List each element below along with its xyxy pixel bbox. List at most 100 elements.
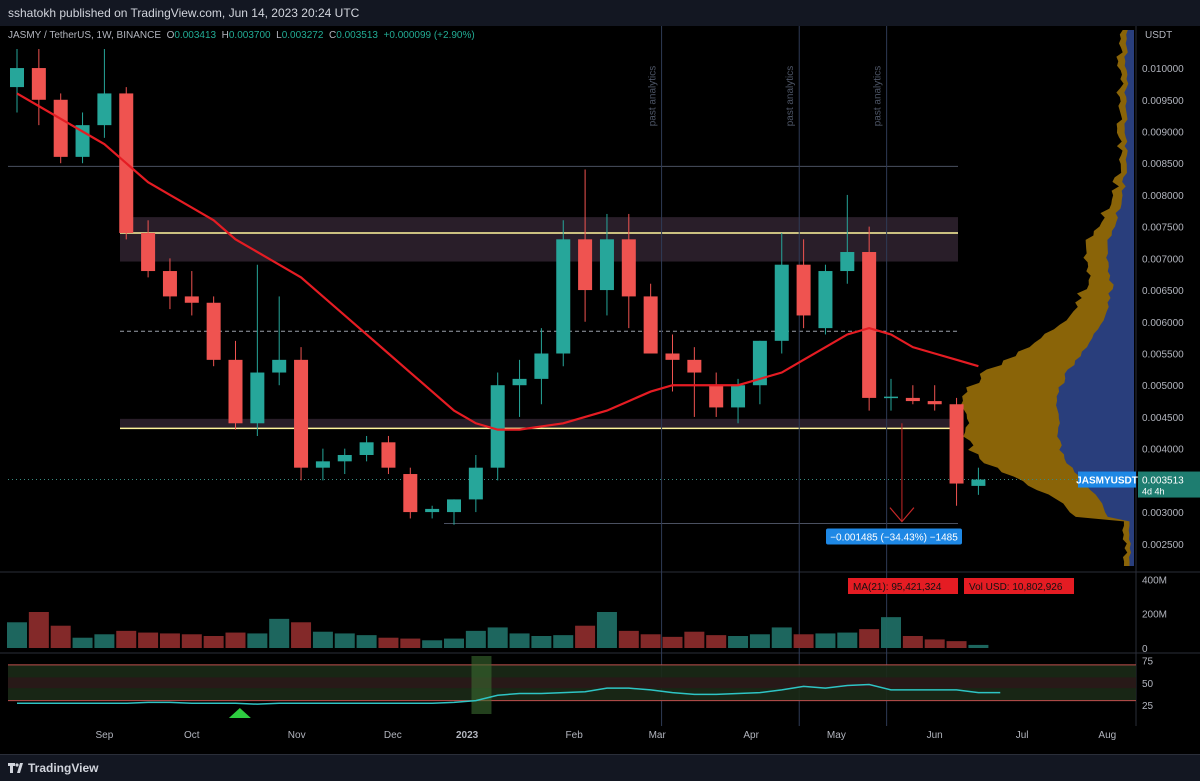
candle-body [775,265,789,341]
brand-name: TradingView [28,761,98,775]
volume-bar [903,636,923,648]
volume-bar [94,634,114,648]
volume-bar [597,612,617,648]
volume-tick-label: 200M [1142,610,1167,621]
volume-bar [728,636,748,648]
candle-body [447,499,461,512]
volume-bar [138,633,158,648]
candle-body [425,509,439,512]
candle-body [950,404,964,483]
price-tick-label: 0.004500 [1142,413,1184,424]
volume-bar [794,634,814,648]
price-tick-label: 0.009000 [1142,127,1184,138]
candle-body [622,239,636,296]
volume-bar [575,626,595,648]
candle-body [141,233,155,271]
volume-bar [641,634,661,648]
high-label: H [222,30,229,41]
rsi-midband [8,677,1136,688]
candle-body [97,93,111,125]
past-analytics-label: past analytics [873,66,884,127]
volume-bar [247,633,267,648]
volume-bar [160,633,180,648]
volume-bar [619,631,639,648]
time-tick-label: Jul [1016,730,1029,741]
time-tick-label: May [827,730,846,741]
candle-body [163,271,177,296]
volume-bar [73,638,93,648]
rsi-tick-label: 75 [1142,656,1154,667]
candle-body [556,239,570,353]
time-tick-label: Dec [384,730,402,741]
rsi-tick-label: 25 [1142,701,1154,712]
price-tick-label: 0.005500 [1142,350,1184,361]
volume-bar [357,635,377,648]
candle-body [906,398,920,401]
price-tick-label: 0.008000 [1142,191,1184,202]
volume-bar [444,639,464,648]
candle-body [687,360,701,373]
candle-body [32,68,46,100]
price-tick-label: 0.002500 [1142,540,1184,551]
publish-header: sshatokh published on TradingView.com, J… [0,0,1200,27]
volume-bar [466,631,486,648]
currency-label: USDT [1145,30,1172,41]
volume-bar [837,633,857,648]
candle-body [207,303,221,360]
volume-bar [881,617,901,648]
volume-bar [859,629,879,648]
volume-bar [291,622,311,648]
candle-body [491,385,505,467]
rsi-tick-label: 50 [1142,679,1154,690]
change-value: +0.000099 (+2.90%) [384,30,475,41]
volume-bar [313,632,333,648]
candle-body [862,252,876,398]
volume-bar [29,612,49,648]
volume-bar [269,619,289,648]
candle-body [600,239,614,290]
volume-bar [378,638,398,648]
time-tick-label: Mar [649,730,667,741]
volume-ma-label: MA(21): 95,421,324 [853,582,942,593]
price-tag-countdown: 4d 4h [1142,487,1165,497]
price-tick-label: 0.009500 [1142,96,1184,107]
publish-text: sshatokh published on TradingView.com, J… [8,6,359,20]
candle-body [10,68,24,87]
volume-bar [663,637,683,648]
resistance-zone [120,217,958,261]
candle-body [884,397,898,399]
candle-body [272,360,286,373]
price-tick-label: 0.003000 [1142,508,1184,519]
time-tick-label: Feb [566,730,584,741]
time-tick-label: Jun [927,730,943,741]
low-value: 0.003272 [282,30,324,41]
volume-tick-label: 400M [1142,575,1167,586]
price-tick-label: 0.006500 [1142,286,1184,297]
price-tick-label: 0.010000 [1142,64,1184,75]
open-value: 0.003413 [174,30,216,41]
volume-bar [706,635,726,648]
candle-body [928,401,942,404]
price-tick-label: 0.004000 [1142,445,1184,456]
price-tick-label: 0.007500 [1142,223,1184,234]
volume-bar [531,636,551,648]
volume-bar [510,633,530,648]
time-tick-label: Aug [1098,730,1116,741]
volume-bar [182,634,202,648]
price-tick-label: 0.005000 [1142,381,1184,392]
candle-body [316,461,330,467]
volume-bar [488,627,508,648]
past-analytics-label: past analytics [785,66,796,127]
volume-tick-label: 0 [1142,644,1148,655]
volume-bar [684,632,704,648]
candle-body [54,100,68,157]
trading-chart[interactable]: Sep Oct Nov Dec 2023 Feb Mar Apr May Jun Jul Aug pas… [0,26,1200,754]
volume-bar [553,635,573,648]
volume-bar [204,636,224,648]
volume-bar [7,622,27,648]
time-tick-label: Sep [96,730,114,741]
candle-body [360,442,374,455]
measure-badge-label: −0.001485 (−34.43%) −1485 [830,532,958,543]
price-tick-label: 0.007000 [1142,254,1184,265]
candle-body [709,385,723,407]
